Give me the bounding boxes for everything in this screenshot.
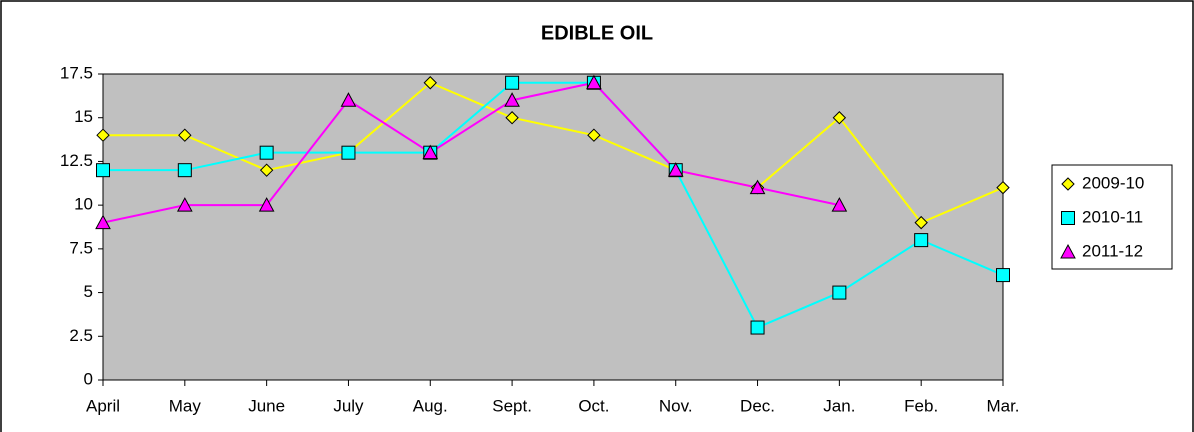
y-tick-label: 0	[84, 369, 93, 388]
x-tick-label: Feb.	[904, 396, 938, 415]
data-point	[996, 180, 1010, 195]
data-point	[259, 163, 274, 177]
legend-label: 2009-10	[1082, 173, 1144, 192]
legend-label: 2010-11	[1082, 207, 1143, 226]
series-line	[102, 81, 840, 224]
series-line	[103, 81, 1004, 224]
x-tick-label: May	[169, 396, 202, 415]
data-point	[914, 215, 928, 230]
data-point	[832, 285, 847, 300]
y-tick-label: 17.5	[60, 63, 93, 82]
data-point	[831, 197, 848, 212]
data-point	[586, 74, 602, 90]
x-tick-label: Jan.	[823, 396, 855, 415]
plot-area	[102, 73, 1004, 381]
data-point	[996, 268, 1010, 283]
data-point	[914, 233, 929, 248]
data-point	[340, 92, 357, 107]
x-tick-label: Oct.	[578, 396, 609, 415]
data-point	[96, 163, 110, 178]
legend-label: 2011-12	[1082, 241, 1143, 260]
data-point	[749, 179, 766, 195]
x-tick-label: Dec.	[740, 396, 775, 415]
data-point	[178, 128, 192, 142]
x-tick-label: Nov.	[659, 396, 693, 415]
data-point	[587, 128, 601, 142]
data-point	[667, 162, 684, 177]
data-point	[505, 75, 520, 90]
data-point	[177, 163, 192, 178]
y-tick-label: 15	[74, 107, 93, 126]
y-tick-label: 5	[84, 282, 93, 301]
x-tick-label: Aug.	[413, 396, 448, 415]
data-point	[504, 92, 520, 107]
x-tick-label: April	[86, 396, 120, 415]
data-point	[259, 145, 274, 160]
x-tick-label: Sept.	[492, 396, 532, 415]
x-tick-label: July	[333, 396, 364, 415]
chart-title: EDIBLE OIL	[541, 22, 653, 44]
data-point	[176, 197, 193, 212]
legend-marker	[1060, 243, 1076, 259]
data-point	[423, 76, 437, 90]
x-tick-label: June	[248, 396, 285, 415]
y-tick-label: 2.5	[69, 326, 93, 345]
data-point	[505, 111, 519, 125]
y-tick-label: 10	[74, 195, 93, 214]
data-point	[422, 144, 439, 160]
series-line	[103, 81, 1004, 329]
legend-marker	[1061, 177, 1075, 191]
data-point	[95, 214, 111, 230]
data-point	[832, 111, 847, 125]
y-tick-label: 7.5	[69, 238, 93, 257]
data-point	[750, 320, 765, 335]
x-tick-label: Mar.	[986, 396, 1019, 415]
data-point	[341, 145, 356, 160]
data-point	[96, 128, 110, 142]
data-point	[258, 197, 275, 212]
legend-marker	[1061, 211, 1075, 225]
y-tick-label: 12.5	[60, 151, 93, 170]
